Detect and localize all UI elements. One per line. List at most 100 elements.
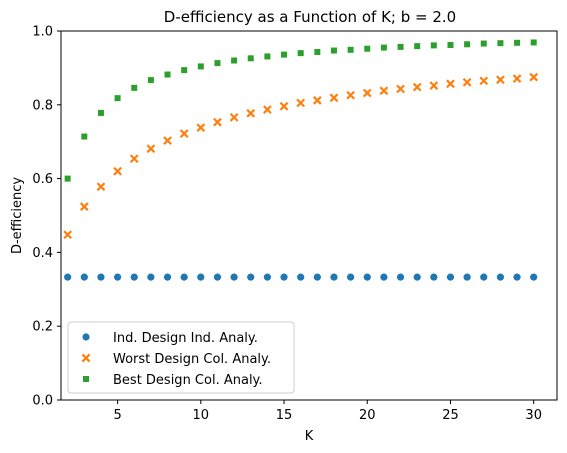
series-2 [63,72,539,240]
data-point [430,42,437,49]
data-point [429,81,439,90]
data-point [81,133,88,140]
data-point [197,273,205,281]
data-point [231,57,238,64]
data-point [330,47,337,54]
data-point [263,273,271,281]
data-point [397,43,404,50]
x-tick-label: 5 [113,408,121,423]
data-point [64,273,72,281]
data-point [281,51,288,58]
data-point [179,129,189,138]
x-tick-label: 10 [193,408,210,423]
y-tick-label: 0.4 [32,246,53,261]
x-axis: 5 10 15 20 25 30 [113,400,542,423]
data-point [79,202,89,211]
data-point [229,112,239,122]
data-point [279,101,289,111]
data-point [413,273,421,281]
y-tick-label: 1.0 [32,25,53,40]
y-tick-label: 0.2 [32,320,53,335]
legend-marker [83,376,89,382]
data-point [479,76,489,86]
data-point [247,273,255,281]
y-tick-label: 0.8 [32,98,53,113]
data-point [181,67,188,74]
x-axis-label: K [305,429,314,444]
data-point [447,42,454,49]
data-point [146,144,156,154]
data-point [130,273,138,281]
data-point [530,39,537,46]
data-point [346,90,355,100]
data-point [96,182,106,192]
data-point [313,273,321,281]
data-point [113,166,122,176]
data-point [430,273,438,281]
data-point [297,50,304,57]
data-point [530,273,538,281]
data-point [347,273,355,281]
data-point [497,40,504,47]
data-point [214,60,221,67]
data-point [412,82,422,92]
data-point [414,43,421,50]
data-point [464,41,471,48]
data-point [446,273,455,281]
data-point [247,55,254,62]
data-point [396,273,405,281]
y-axis: 0.0 0.2 0.4 0.6 0.8 1.0 [32,25,61,409]
data-point [196,123,206,133]
data-point [163,136,172,145]
data-point [280,273,288,281]
data-point [529,72,539,82]
legend-label: Best Design Col. Analy. [113,373,263,388]
data-point [496,75,505,85]
data-point [246,108,256,118]
data-point [347,46,354,53]
data-point [97,273,105,281]
data-point [131,84,138,91]
data-point [297,273,305,281]
data-point [512,74,522,83]
data-point [97,109,104,116]
data-point [129,154,139,164]
legend-box [67,321,295,394]
series-1 [64,273,538,281]
data-point [364,45,371,52]
data-point [513,273,521,281]
data-point [329,93,339,103]
data-point [462,77,472,87]
x-tick-label: 25 [442,408,459,423]
data-point [213,117,222,127]
legend-label: Worst Design Col. Analy. [113,352,271,367]
data-point [396,84,405,94]
data-point [446,79,455,89]
data-point [314,49,321,56]
data-point [263,105,272,114]
data-point [363,273,371,281]
chart-title: D-efficiency as a Function of K; b = 2.0 [164,8,456,26]
series-3 [64,39,537,182]
y-tick-label: 0.6 [32,172,53,187]
data-point [380,273,388,281]
data-point [496,273,505,281]
y-tick-label: 0.0 [32,394,53,409]
x-tick-label: 20 [359,408,376,423]
data-point [362,88,372,98]
data-point [312,96,322,105]
data-point [380,44,387,51]
data-point [163,273,172,281]
legend: Ind. Design Ind. Analy. Worst Design Col.… [67,321,295,394]
legend-marker [81,353,91,363]
y-axis-label: D-efficiency [10,177,25,254]
data-point [113,273,122,281]
data-point [379,86,389,96]
data-point [180,273,188,281]
data-point [147,273,155,281]
x-tick-label: 30 [525,408,542,423]
x-tick-label: 15 [276,408,293,423]
data-point [264,53,271,60]
data-point [463,273,471,281]
